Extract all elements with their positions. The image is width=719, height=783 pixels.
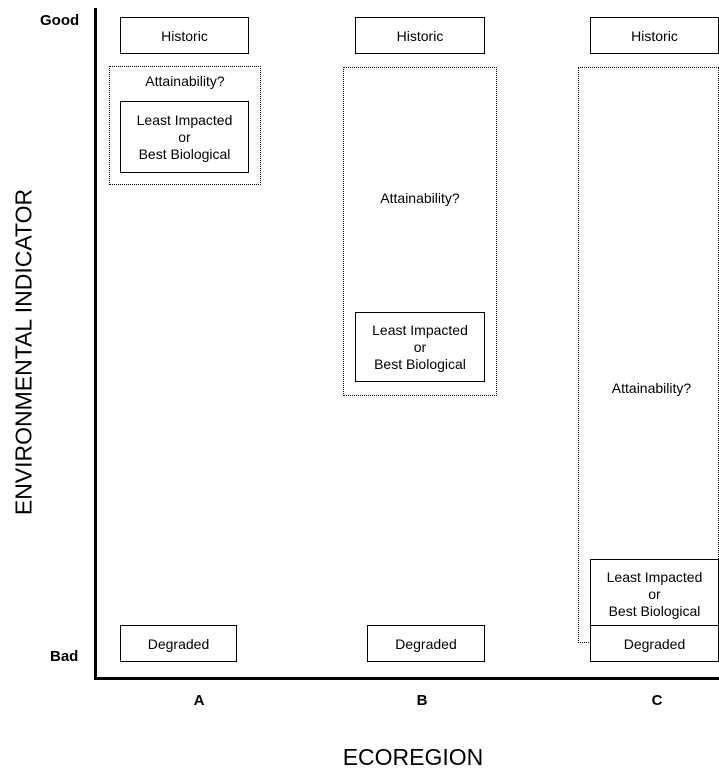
- least-impacted-line1: Least Impacted: [606, 569, 703, 585]
- least-impacted-line2: or: [413, 338, 427, 355]
- attainability-range-c: [578, 67, 719, 643]
- least-impacted-box-a: Least Impacted or Best Biological: [120, 101, 249, 173]
- least-impacted-line2: or: [178, 128, 191, 145]
- least-impacted-line3: Best Biological: [608, 603, 701, 619]
- least-impacted-box-b: Least Impacted or Best Biological: [355, 312, 485, 382]
- attainability-label-a: Attainability?: [145, 73, 225, 89]
- attainability-label-b: Attainability?: [380, 190, 460, 206]
- least-impacted-line3: Best Biological: [138, 145, 231, 162]
- y-axis-line: [94, 8, 97, 680]
- attainability-label-c: Attainability?: [611, 380, 692, 396]
- degraded-box-a: Degraded: [120, 625, 237, 662]
- least-impacted-line1: Least Impacted: [372, 321, 468, 338]
- x-tick-a: A: [193, 692, 205, 709]
- historic-box-a: Historic: [120, 17, 249, 54]
- x-tick-b: B: [416, 692, 428, 709]
- y-axis-good-label: Good: [40, 12, 80, 29]
- least-impacted-box-c: Least Impacted or Best Biological: [590, 559, 719, 630]
- y-axis-title: ENVIRONMENTAL INDICATOR: [10, 188, 37, 516]
- historic-box-b: Historic: [355, 17, 485, 54]
- attainability-range-b: [343, 67, 497, 396]
- least-impacted-line1: Least Impacted: [136, 111, 233, 128]
- x-tick-c: C: [651, 692, 663, 709]
- degraded-box-c: Degraded: [590, 625, 719, 662]
- historic-box-c: Historic: [590, 17, 719, 54]
- degraded-box-b: Degraded: [367, 625, 485, 662]
- least-impacted-line3: Best Biological: [374, 355, 466, 372]
- least-impacted-line2: or: [648, 586, 661, 602]
- x-axis-title: ECOREGION: [342, 744, 484, 770]
- y-axis-bad-label: Bad: [50, 648, 79, 665]
- x-axis-line: [94, 677, 719, 680]
- attainability-range-a: [109, 66, 261, 185]
